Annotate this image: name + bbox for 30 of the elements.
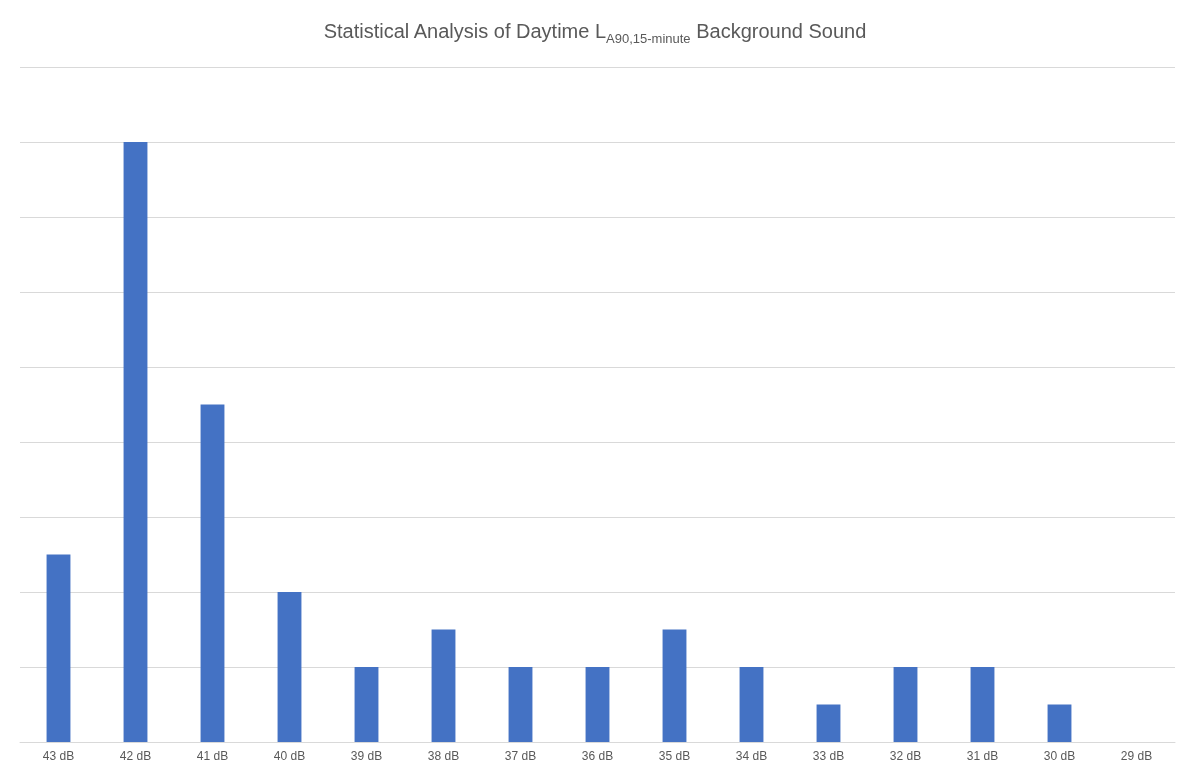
chart-title: Statistical Analysis of Daytime L$_{A90,15-minute}$ Background Sound — [322, 20, 868, 46]
bar — [816, 704, 841, 742]
x-tick-label: 29 dB — [1120, 749, 1153, 763]
x-tick-label: 39 dB — [350, 749, 383, 763]
x-tick-label: 37 dB — [504, 749, 537, 763]
x-tick-label: 36 dB — [581, 749, 614, 763]
x-tick-label: 42 dB — [119, 749, 152, 763]
bar — [200, 404, 225, 742]
bar — [431, 629, 456, 742]
bar — [123, 142, 148, 742]
x-tick-label: 34 dB — [735, 749, 768, 763]
x-tick-label: 33 dB — [812, 749, 845, 763]
x-tick-label: 38 dB — [427, 749, 460, 763]
x-tick-label: 32 dB — [889, 749, 922, 763]
x-tick-label: 35 dB — [658, 749, 691, 763]
bar — [1047, 704, 1072, 742]
x-tick-label: 30 dB — [1043, 749, 1076, 763]
bar — [508, 667, 533, 742]
x-tick-label: 40 dB — [273, 749, 306, 763]
bar — [662, 629, 687, 742]
x-tick-label: 31 dB — [966, 749, 999, 763]
bar — [739, 667, 764, 742]
x-tick-label: 41 dB — [196, 749, 229, 763]
bar — [970, 667, 995, 742]
x-tick-label: 43 dB — [42, 749, 75, 763]
bar — [354, 667, 379, 742]
bar — [585, 667, 610, 742]
bar — [46, 554, 71, 742]
bar — [893, 667, 918, 742]
bar — [277, 592, 302, 742]
